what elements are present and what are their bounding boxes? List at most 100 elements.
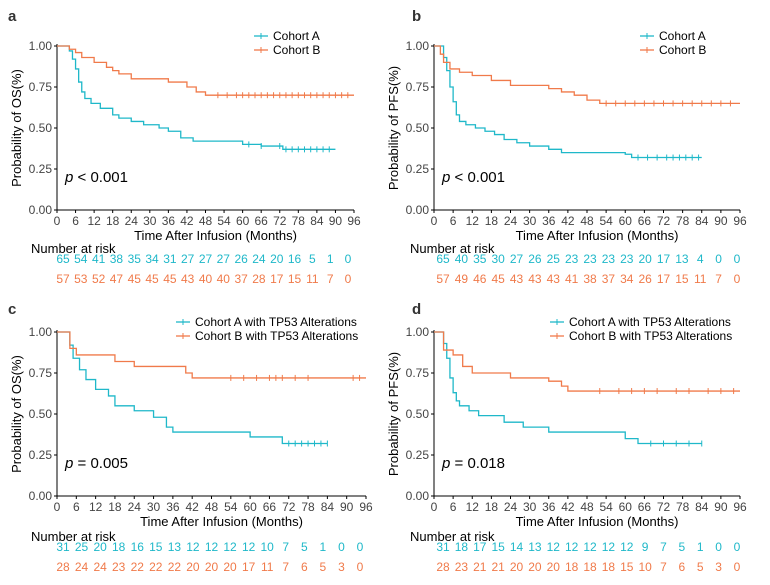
risk-count: 20 <box>638 252 652 266</box>
risk-count: 6 <box>679 560 686 574</box>
risk-count: 65 <box>56 252 70 266</box>
x-tick-label: 0 <box>54 214 61 228</box>
risk-count: 12 <box>602 540 616 554</box>
risk-count: 5 <box>301 540 308 554</box>
panel-label: c <box>8 301 16 318</box>
x-tick-label: 72 <box>282 500 296 514</box>
x-tick-label: 18 <box>485 214 499 228</box>
risk-count: 34 <box>145 252 159 266</box>
risk-count: 23 <box>602 252 616 266</box>
risk-count: 31 <box>163 252 177 266</box>
risk-count: 25 <box>547 252 561 266</box>
risk-table-title: Number at risk <box>31 241 116 256</box>
y-tick-label: 0.25 <box>29 162 53 176</box>
risk-count: 31 <box>56 540 70 554</box>
risk-count: 40 <box>217 272 231 286</box>
risk-count: 11 <box>261 560 274 574</box>
risk-count: 28 <box>252 272 266 286</box>
x-tick-label: 60 <box>236 214 250 228</box>
x-tick-label: 78 <box>676 500 690 514</box>
risk-count: 57 <box>436 272 450 286</box>
risk-count: 25 <box>75 540 89 554</box>
x-tick-label: 18 <box>106 214 120 228</box>
risk-count: 16 <box>288 252 302 266</box>
x-tick-label: 24 <box>504 500 518 514</box>
risk-count: 40 <box>455 252 469 266</box>
x-tick-label: 36 <box>542 214 556 228</box>
legend-label: Cohort A <box>273 29 320 43</box>
risk-count: 17 <box>657 272 671 286</box>
y-tick-label: 0.50 <box>406 121 430 135</box>
risk-count: 15 <box>149 540 163 554</box>
x-tick-label: 48 <box>580 500 594 514</box>
risk-count: 41 <box>565 272 579 286</box>
x-tick-label: 48 <box>580 214 594 228</box>
x-tick-label: 54 <box>599 214 613 228</box>
risk-count: 20 <box>205 560 219 574</box>
risk-count: 12 <box>620 540 634 554</box>
legend-label: Cohort A <box>659 29 706 43</box>
risk-count: 23 <box>583 252 597 266</box>
risk-count: 26 <box>234 252 248 266</box>
y-tick-label: 1.00 <box>29 39 53 53</box>
risk-count: 20 <box>510 560 524 574</box>
risk-count: 0 <box>734 252 741 266</box>
risk-count: 43 <box>547 272 561 286</box>
risk-count: 27 <box>217 252 231 266</box>
risk-count: 0 <box>345 252 352 266</box>
x-tick-label: 30 <box>143 214 157 228</box>
risk-count: 7 <box>282 560 289 574</box>
y-tick-label: 0.75 <box>29 80 53 94</box>
x-tick-label: 90 <box>329 214 343 228</box>
x-tick-label: 90 <box>714 214 728 228</box>
x-tick-label: 78 <box>676 214 690 228</box>
panel-label: b <box>412 8 421 25</box>
y-tick-label: 0.75 <box>406 366 430 380</box>
x-tick-label: 66 <box>263 500 277 514</box>
risk-count: 27 <box>510 252 524 266</box>
risk-count: 13 <box>675 252 689 266</box>
x-tick-label: 72 <box>273 214 287 228</box>
risk-count: 12 <box>565 540 579 554</box>
x-tick-label: 60 <box>243 500 257 514</box>
risk-count: 23 <box>112 560 126 574</box>
km-curve-a <box>57 331 328 445</box>
risk-count: 0 <box>734 560 741 574</box>
risk-count: 20 <box>528 560 542 574</box>
risk-count: 18 <box>602 560 616 574</box>
x-tick-label: 6 <box>72 214 79 228</box>
x-tick-label: 36 <box>166 500 180 514</box>
risk-count: 11 <box>694 272 707 286</box>
risk-count: 17 <box>657 252 671 266</box>
km-curve-b <box>57 331 366 379</box>
risk-count: 4 <box>697 252 704 266</box>
y-tick-label: 0.00 <box>406 203 430 217</box>
x-tick-label: 12 <box>466 214 480 228</box>
panel-label: a <box>8 8 17 25</box>
risk-table-title: Number at risk <box>410 241 495 256</box>
risk-count: 3 <box>715 560 722 574</box>
risk-count: 12 <box>547 540 561 554</box>
x-tick-label: 42 <box>561 500 575 514</box>
risk-count: 10 <box>638 560 652 574</box>
risk-count: 1 <box>320 540 327 554</box>
x-tick-label: 0 <box>431 500 438 514</box>
risk-count: 0 <box>715 252 722 266</box>
risk-count: 46 <box>473 272 487 286</box>
y-tick-label: 1.00 <box>406 39 430 53</box>
x-tick-label: 66 <box>638 500 652 514</box>
risk-table-title: Number at risk <box>410 529 495 544</box>
risk-count: 5 <box>679 540 686 554</box>
risk-count: 23 <box>620 252 634 266</box>
p-value: p < 0.001 <box>64 169 128 186</box>
x-tick-label: 78 <box>292 214 306 228</box>
km-curve-b <box>57 45 354 96</box>
panel-label: d <box>412 301 421 318</box>
x-tick-label: 72 <box>657 500 671 514</box>
risk-count: 0 <box>345 272 352 286</box>
risk-count: 57 <box>56 272 70 286</box>
x-tick-label: 24 <box>125 214 139 228</box>
risk-count: 24 <box>75 560 89 574</box>
x-tick-label: 84 <box>695 500 709 514</box>
